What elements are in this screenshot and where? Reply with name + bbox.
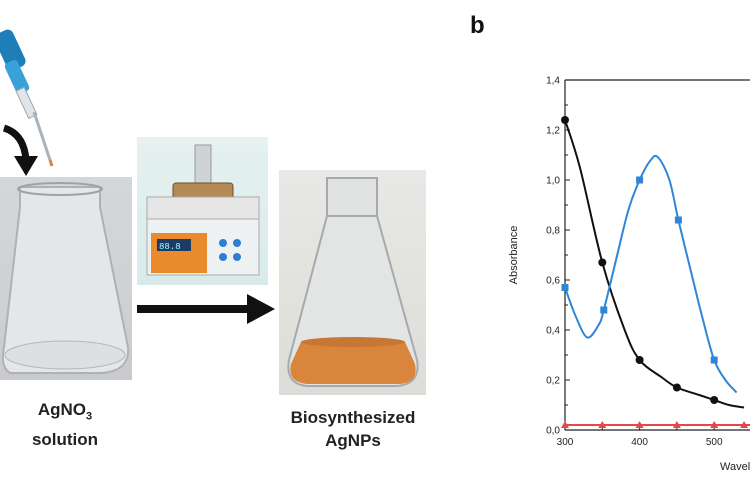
data-point-triangle [635,421,644,428]
agno3-text: AgNO [37,400,87,419]
pipette-icon [0,29,54,167]
absorbance-chart: 0,0 0,2 0,4 0,6 0,8 1,0 1,2 1,4 300 400 500 Absorba… [508,76,750,473]
data-point-circle [672,383,681,392]
data-point-triangle [598,421,607,428]
agnps-label: Biosynthesized AgNPs [268,406,438,452]
y-tick-label: 0,0 [546,426,560,437]
data-point-square [710,356,718,364]
empty-flask-icon [1,182,130,374]
data-point-circle [598,258,607,267]
series-line-circle [565,119,745,409]
data-point-triangle [710,421,719,428]
series-line-square [565,154,738,394]
x-tick-label: 300 [557,437,574,448]
right-arrow-icon [137,294,275,324]
y-tick-label: 0,2 [546,376,560,387]
y-axis-title: Absorbance [508,226,520,285]
agnps-text: AgNPs [325,431,381,450]
data-point-square [600,306,608,314]
agno3-flask-photo [0,177,132,380]
data-point-triangle [561,421,569,428]
filled-flask-icon [287,177,419,387]
y-tick-label: 1,2 [546,126,560,137]
x-tick-label: 500 [706,437,723,448]
scheme-panel-a: AgNO3 solution 88.8 B [0,29,438,452]
data-point-circle [561,116,569,124]
agno3-solution-text: solution [31,430,99,450]
data-point-square [561,284,569,291]
magnetic-stirrer-photo: 88.8 [137,137,268,285]
stirrer-display-text: 88.8 [159,242,181,252]
data-point-triangle [740,421,749,428]
agnps-flask-photo [279,170,426,395]
y-tick-label: 1,4 [546,76,560,87]
y-tick-label: 0,6 [546,276,560,287]
y-tick-label: 0,8 [546,226,560,237]
panel-letter-b: b [470,12,485,39]
data-point-circle [635,356,644,364]
y-tick-label: 0,4 [546,326,560,337]
biosynthesized-text: Biosynthesized [290,408,416,427]
y-tick-label: 1,0 [546,176,560,187]
data-point-triangle [672,421,681,428]
stirrer-icon: 88.8 [146,144,260,276]
x-tick-label: 400 [631,437,648,448]
curved-arrow-icon [2,124,38,176]
data-point-square [674,216,682,224]
data-point-square [636,176,644,184]
data-point-circle [710,396,719,404]
x-axis-title: Wavel [720,461,750,473]
agno3-label: AgNO3 solution [0,398,130,452]
agno3-subscript: 3 [86,410,93,423]
